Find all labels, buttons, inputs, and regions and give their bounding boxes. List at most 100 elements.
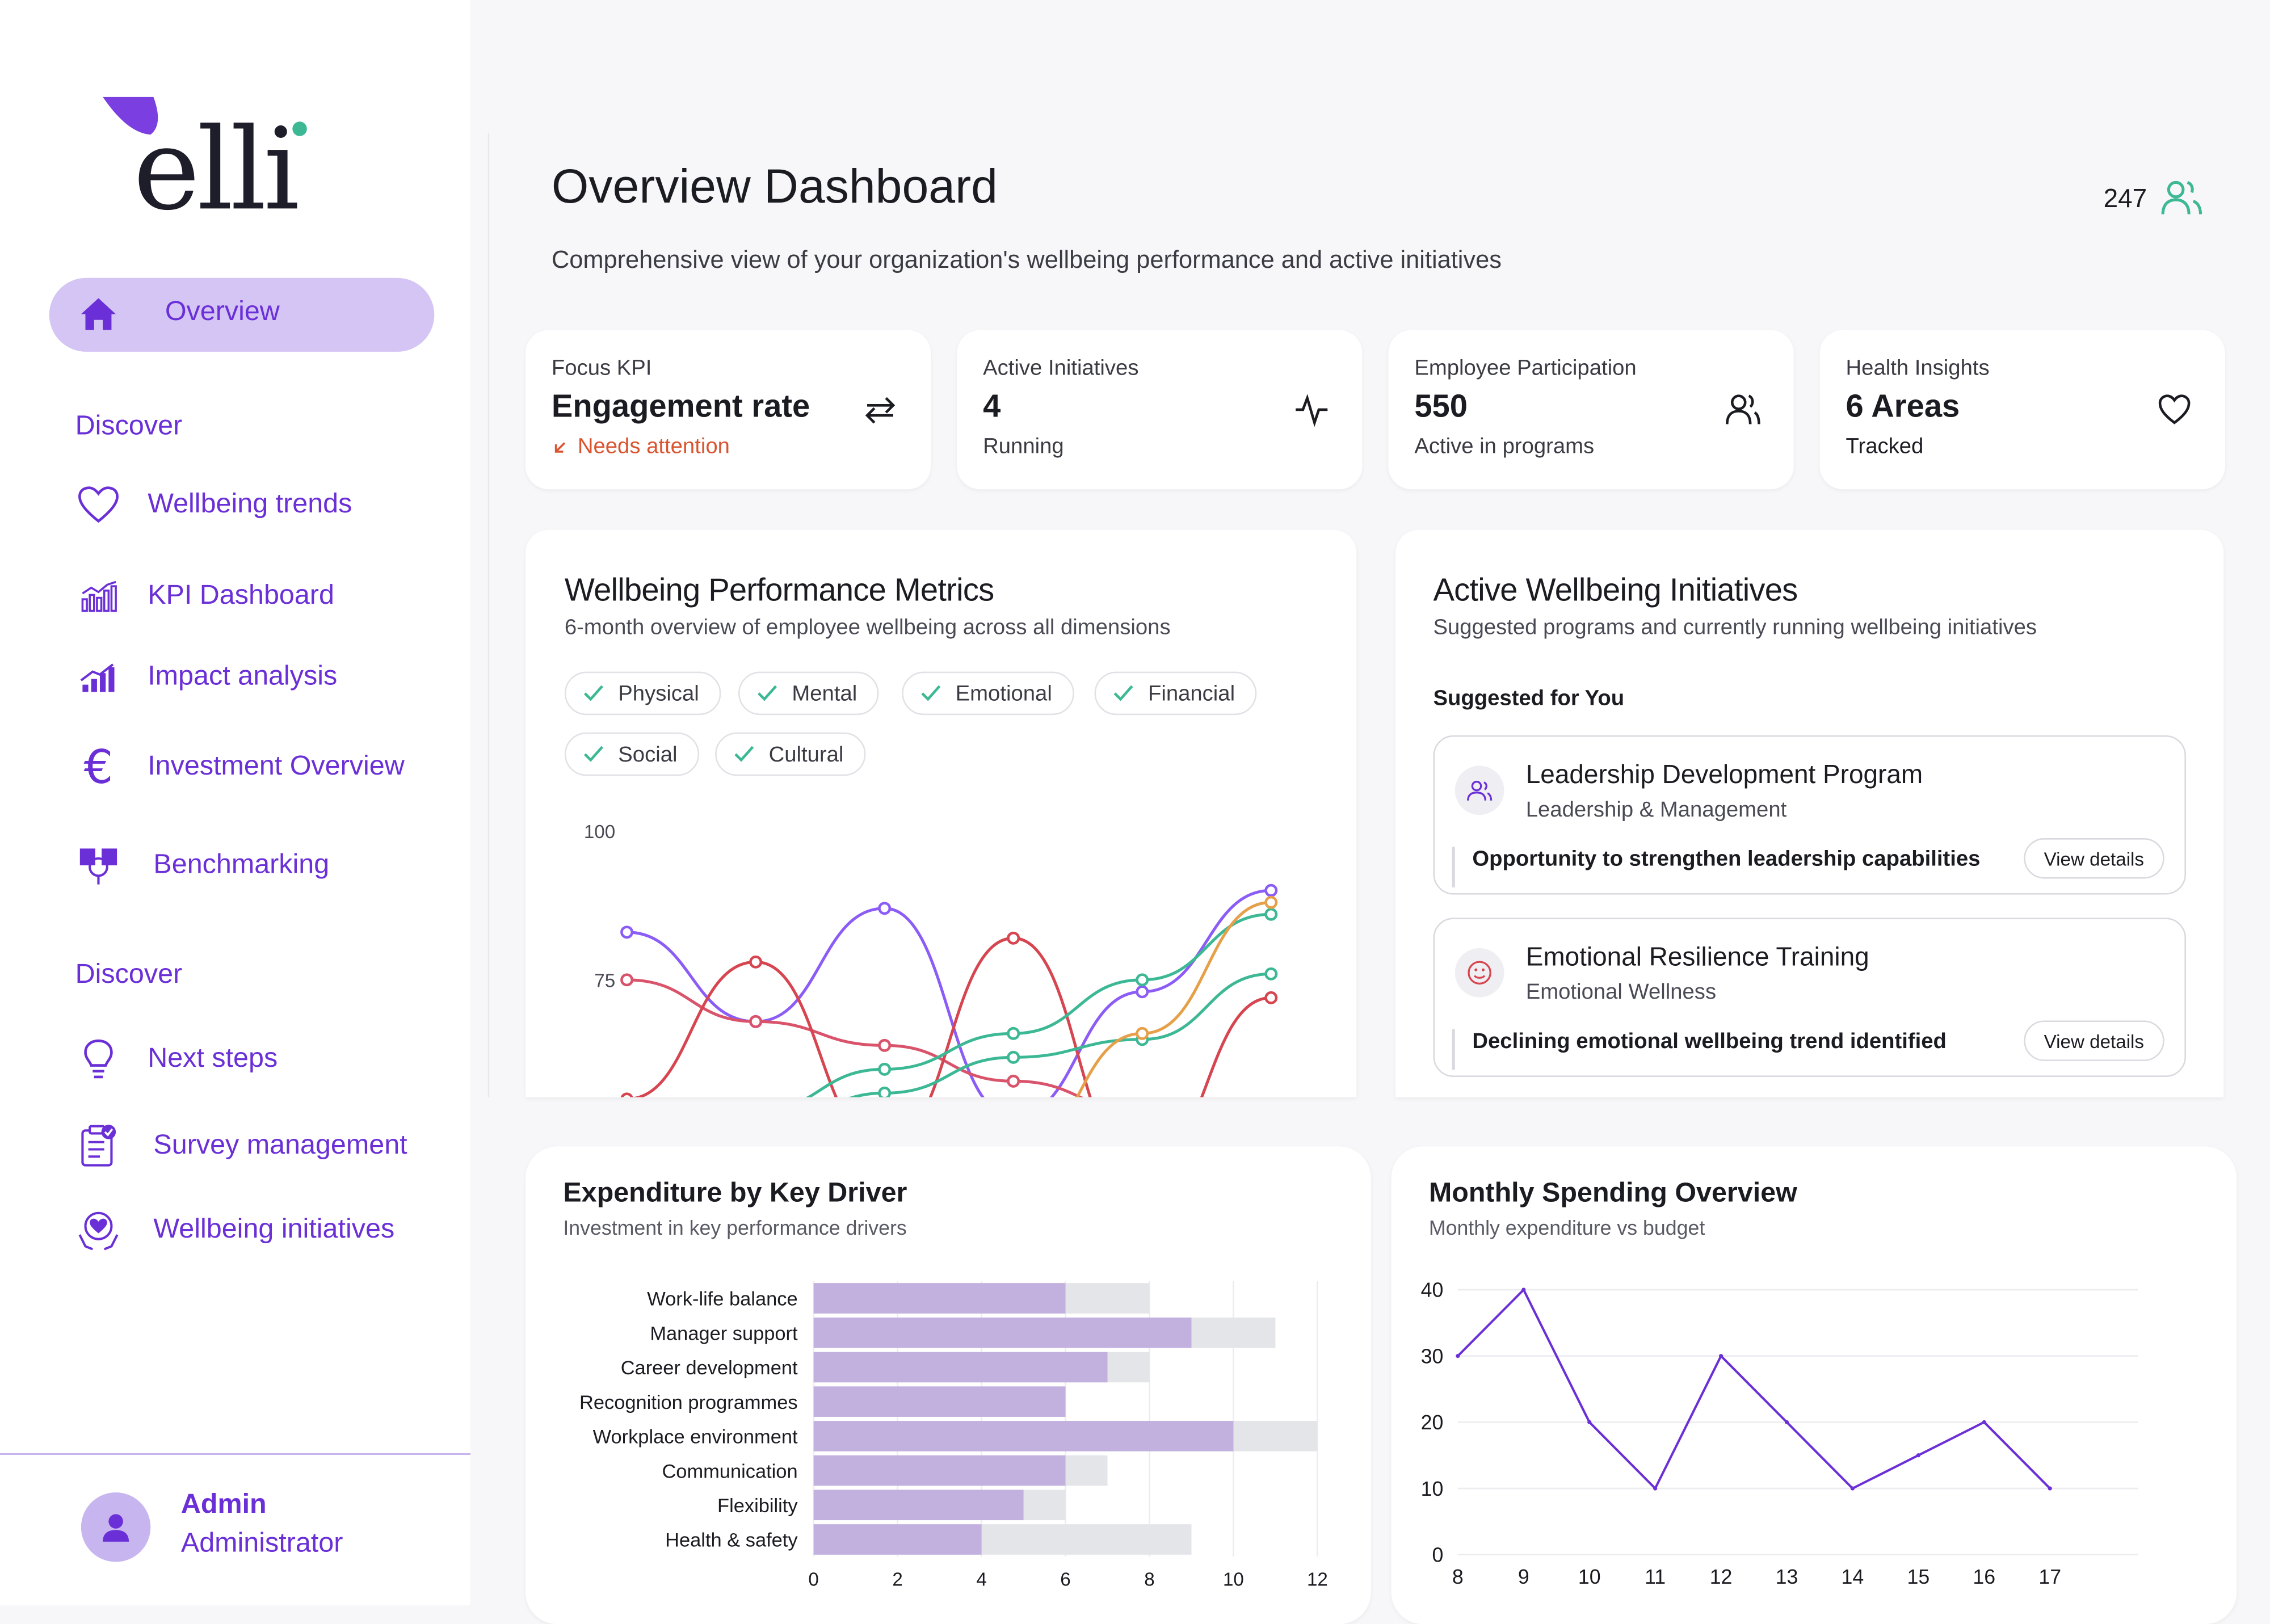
- view-details-button[interactable]: View details: [2023, 838, 2164, 879]
- data-point: [1264, 967, 1278, 981]
- category-label: Flexibility: [717, 1495, 798, 1517]
- data-point: [1587, 1420, 1592, 1424]
- logo[interactable]: elli: [95, 87, 327, 232]
- data-point: [1653, 1486, 1658, 1491]
- series-line: [627, 889, 1271, 1097]
- kpi-sub: Active in programs: [1414, 434, 1595, 459]
- sidebar-item-survey-management[interactable]: Survey management: [73, 1124, 407, 1170]
- data-point: [878, 1038, 892, 1052]
- y-tick-label: 0: [1432, 1544, 1443, 1567]
- x-tick-label: 17: [2038, 1566, 2061, 1588]
- kpi-status: Needs attention: [552, 434, 730, 459]
- kpi-card-health[interactable]: Health Insights 6 Areas Tracked: [1819, 330, 2225, 490]
- kpi-card-participation[interactable]: Employee Participation 550 Active in pro…: [1388, 330, 1794, 490]
- data-point: [1784, 1420, 1789, 1424]
- sidebar-item-wellbeing-trends[interactable]: Wellbeing trends: [73, 482, 352, 528]
- x-tick-label: 11: [1645, 1566, 1666, 1588]
- filter-chip-social[interactable]: Social: [564, 732, 699, 776]
- check-icon: [921, 685, 941, 701]
- users-count-icon[interactable]: [2160, 176, 2204, 220]
- x-tick-label: 12: [1710, 1566, 1733, 1588]
- metrics-card: Wellbeing Performance Metrics 6-month ov…: [526, 529, 1357, 1097]
- kpi-value: 6 Areas: [1846, 388, 1960, 424]
- filter-chip-mental[interactable]: Mental: [738, 671, 879, 716]
- sidebar-item-benchmarking[interactable]: Benchmarking: [73, 843, 330, 889]
- section-heading-discover-2: Discover: [75, 960, 183, 990]
- sidebar-item-wellbeing-initiatives[interactable]: Wellbeing initiatives: [73, 1208, 395, 1254]
- kpi-value: Engagement rate: [551, 388, 810, 424]
- filter-chip-physical[interactable]: Physical: [564, 671, 721, 716]
- series-line: [1075, 901, 1271, 1097]
- data-point: [1982, 1420, 1986, 1424]
- bar-actual: [813, 1455, 1066, 1486]
- expenditure-subtitle: Investment in key performance drivers: [563, 1215, 907, 1239]
- x-tick-label: 15: [1907, 1566, 1930, 1588]
- filter-label: Social: [618, 742, 678, 767]
- category-label: Manager support: [650, 1323, 798, 1344]
- data-point: [620, 1092, 633, 1097]
- data-point: [620, 973, 634, 987]
- kpi-card-initiatives[interactable]: Active Initiatives 4 Running: [957, 330, 1363, 490]
- y-tick-label: 10: [1421, 1478, 1444, 1500]
- expenditure-bar-chart: 0 2 4 6 8 10 12 Work-life balance Manager suppor…: [579, 1281, 1328, 1590]
- series-line: [630, 936, 1271, 1097]
- bar-chart-icon: [73, 573, 125, 620]
- data-point: [620, 925, 634, 939]
- users-icon: [1726, 394, 1760, 424]
- view-details-button[interactable]: View details: [2023, 1020, 2164, 1061]
- filter-label: Physical: [618, 681, 699, 706]
- sidebar-item-next-steps[interactable]: Next steps: [73, 1037, 278, 1083]
- lightbulb-icon: [73, 1037, 125, 1083]
- data-point: [749, 1015, 763, 1028]
- heart-outline-icon: [2158, 394, 2191, 424]
- kpi-card-focus[interactable]: Focus KPI Engagement rate Needs attentio…: [526, 330, 931, 490]
- x-tick-label: 10: [1578, 1566, 1601, 1588]
- spending-subtitle: Monthly expenditure vs budget: [1428, 1215, 1705, 1239]
- hands-heart-icon: [73, 1208, 125, 1254]
- x-tick-label: 6: [1060, 1569, 1070, 1590]
- series-line: [848, 972, 1271, 1097]
- spending-title: Monthly Spending Overview: [1428, 1178, 1797, 1209]
- category-label: Work-life balance: [647, 1289, 797, 1310]
- kpi-label: Focus KPI: [551, 356, 652, 381]
- logo-leaf-icon: [103, 96, 158, 135]
- category-label: Career development: [621, 1357, 798, 1379]
- filter-chip-emotional[interactable]: Emotional: [902, 671, 1074, 716]
- sidebar-item-investment-overview[interactable]: € Investment Overview: [73, 740, 405, 795]
- x-tick-label: 10: [1223, 1569, 1244, 1590]
- kpi-value: 550: [1414, 388, 1468, 424]
- x-tick-label: 13: [1776, 1566, 1798, 1588]
- data-point: [1007, 1026, 1020, 1040]
- initiative-title: Leadership Development Program: [1525, 760, 1923, 789]
- bar-actual: [813, 1421, 1234, 1451]
- user-icon: [103, 1514, 129, 1542]
- bar-actual: [813, 1352, 1108, 1383]
- user-role: Administrator: [180, 1528, 343, 1559]
- initiatives-card: Active Wellbeing Initiatives Suggested p…: [1395, 529, 2224, 1097]
- category-label: Communication: [662, 1461, 797, 1482]
- filter-chip-cultural[interactable]: Cultural: [715, 732, 865, 776]
- bar-actual: [813, 1283, 1066, 1314]
- category-label: Workplace environment: [593, 1427, 798, 1448]
- expenditure-card: Expenditure by Key Driver Investment in …: [526, 1146, 1371, 1624]
- sidebar-item-overview[interactable]: Overview: [49, 277, 435, 352]
- filter-chip-financial[interactable]: Financial: [1094, 671, 1257, 716]
- x-tick-label: 12: [1307, 1569, 1328, 1590]
- bar-actual: [813, 1490, 1024, 1521]
- initiatives-title: Active Wellbeing Initiatives: [1433, 571, 1798, 608]
- smile-icon: [1455, 948, 1504, 998]
- page-subtitle: Comprehensive view of your organization'…: [551, 246, 1502, 274]
- initiative-card[interactable]: Leadership Development Program Leadershi…: [1433, 735, 2187, 895]
- kpi-label: Employee Participation: [1414, 356, 1637, 381]
- swap-icon[interactable]: [861, 391, 899, 428]
- sidebar-item-kpi-dashboard[interactable]: KPI Dashboard: [73, 573, 334, 620]
- filter-label: Cultural: [768, 742, 844, 767]
- y-tick-label: 20: [1421, 1411, 1444, 1434]
- initiative-card[interactable]: Emotional Resilience Training Emotional …: [1433, 918, 2187, 1077]
- avatar[interactable]: [81, 1492, 151, 1562]
- sidebar-item-impact-analysis[interactable]: Impact analysis: [73, 654, 338, 701]
- main-content: Overview Dashboard Comprehensive view of…: [470, 0, 2270, 1624]
- logo-text: elli: [133, 106, 300, 236]
- y-tick-label: 100: [584, 822, 615, 843]
- data-point: [878, 1086, 892, 1097]
